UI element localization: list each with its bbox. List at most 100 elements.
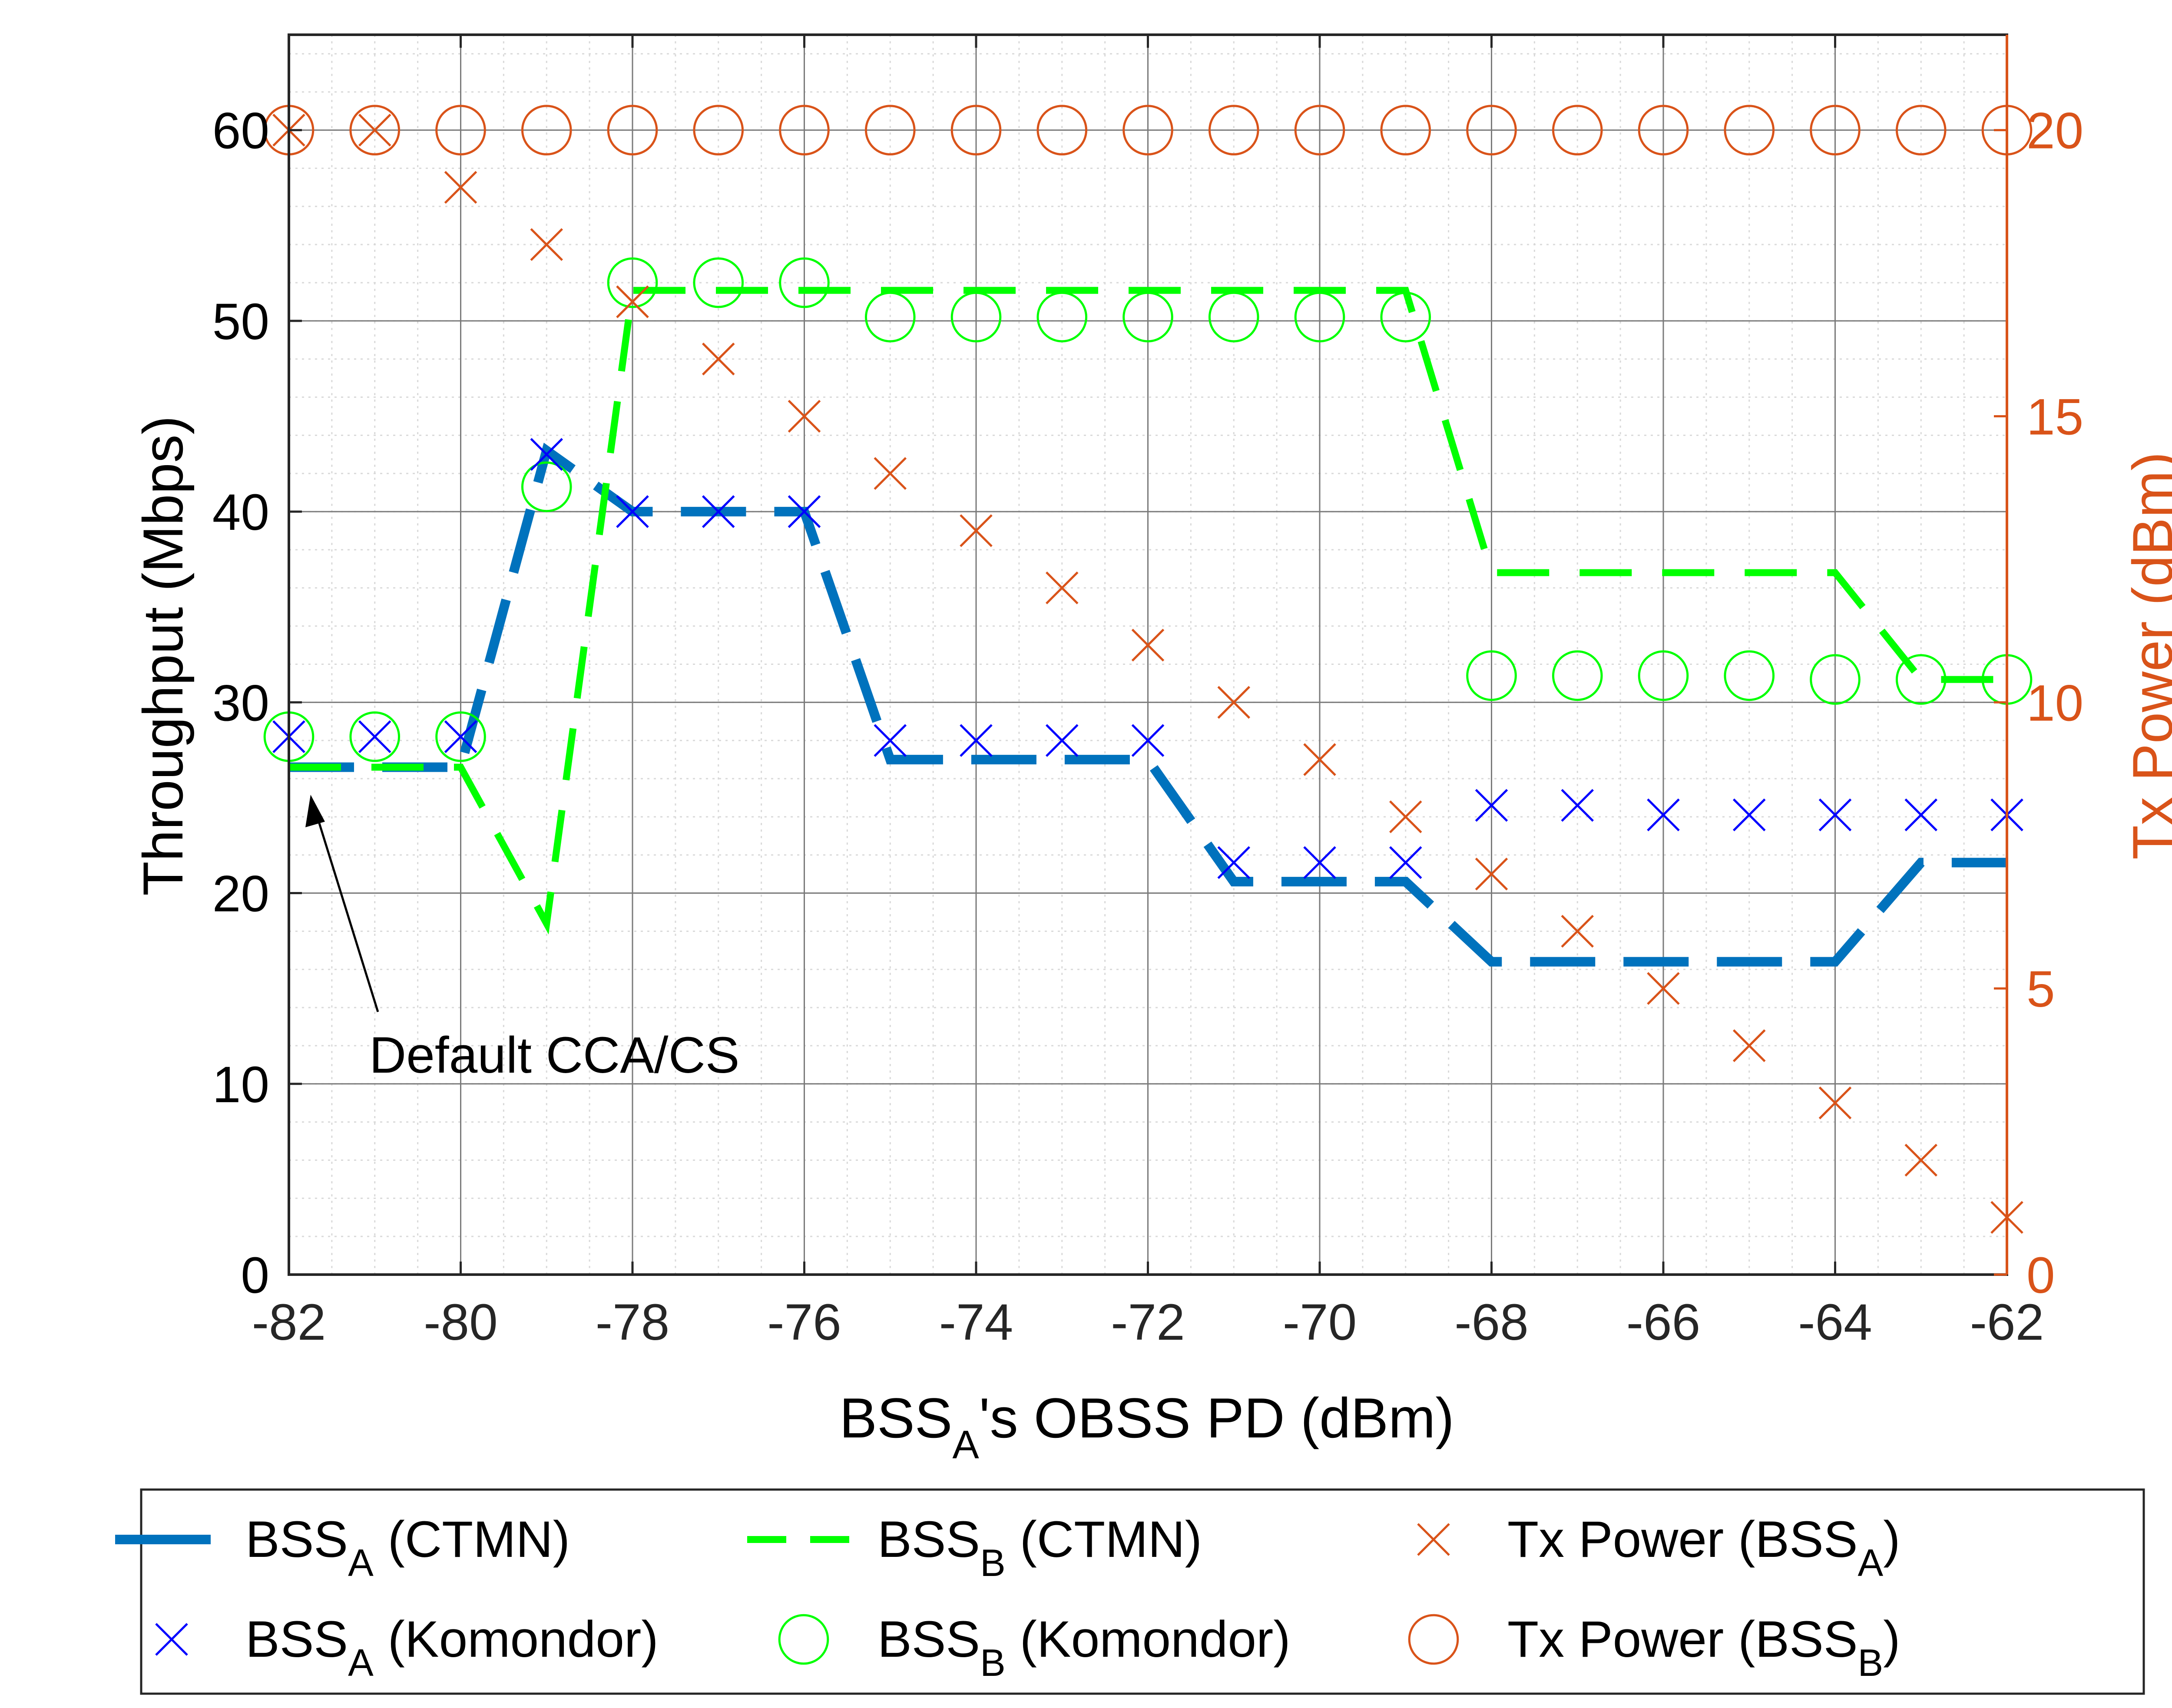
bss-b-komondor-point	[950, 291, 1002, 343]
x-tick-label: -74	[939, 1294, 1013, 1351]
bss-b-ctmn-line	[289, 287, 2007, 935]
tx-power-bss-b-point	[521, 105, 572, 155]
bss-b-komondor-point	[1208, 291, 1259, 343]
y-left-tick-label: 0	[241, 1247, 269, 1304]
tx-power-bss-b-point	[1294, 105, 1345, 155]
bss-a-komondor-point	[1389, 846, 1422, 879]
tx-power-bss-a-point-stroke	[1904, 1143, 1938, 1177]
x-tick-label: -76	[767, 1294, 841, 1351]
tx-power-bss-b-point	[1638, 105, 1689, 155]
bss-a-komondor-point-stroke	[1732, 798, 1766, 832]
tx-power-bss-a-point-stroke	[788, 400, 821, 433]
tx-power-bss-a-point-stroke	[1389, 800, 1422, 833]
tx-power-bss-a-point	[1303, 743, 1336, 776]
tx-power-bss-a-point	[1217, 686, 1251, 719]
tx-power-bss-a-point-stroke	[358, 113, 391, 147]
tx-power-bss-b-point	[950, 105, 1002, 155]
legend-label-rest: (CTMN)	[374, 1511, 570, 1568]
tx-power-bss-b-point	[693, 105, 744, 155]
bss-a-komondor-point-stroke	[1303, 846, 1336, 879]
legend-label-main: Tx Power (BSS	[1507, 1511, 1858, 1568]
bss-a-komondor-point	[1904, 798, 1938, 832]
bss-a-komondor-point	[788, 495, 821, 528]
legend-label-tx-power-bss-a: Tx Power (BSSA)	[1507, 1511, 1900, 1584]
x-axis-label: BSSA's OBSS PD (dBm)	[839, 1386, 1454, 1467]
bss-a-komondor-point-stroke	[1045, 724, 1079, 757]
tx-power-bss-a-point-stroke	[1818, 1086, 1852, 1120]
legend-label-rest: )	[1883, 1611, 1900, 1668]
bss-a-komondor-point-stroke	[1818, 798, 1852, 832]
bss-b-komondor-point	[1380, 291, 1431, 343]
bss-a-komondor-point-stroke	[1217, 846, 1251, 879]
bss-b-komondor-point	[1122, 291, 1173, 343]
legend-label-sub: A	[348, 1541, 374, 1584]
legend-label-bss-a-ctmn: BSSA (CTMN)	[245, 1511, 570, 1584]
bss-a-komondor-point-stroke	[702, 495, 735, 528]
bss-a-komondor-point-stroke	[1904, 798, 1938, 832]
legend-label-sub: A	[348, 1641, 374, 1684]
tx-power-bss-a-point-stroke	[1131, 628, 1165, 662]
bss-b-komondor-point	[1724, 650, 1775, 701]
bss-b-komondor-point	[1895, 654, 1947, 705]
tx-power-bss-a-point-stroke	[1303, 743, 1336, 776]
bss-a-ctmn-line	[289, 443, 2007, 967]
legend-swatch-bss-a-komondor-stroke	[155, 1623, 188, 1656]
bss-a-komondor-point	[358, 720, 391, 753]
annotation-arrowhead	[305, 795, 325, 827]
legend-label-main: BSS	[877, 1511, 980, 1568]
tx-power-bss-a-point-stroke	[960, 514, 993, 547]
x-tick-label: -80	[424, 1294, 498, 1351]
x-tick-label: -68	[1454, 1294, 1529, 1351]
bss-a-komondor-point	[1818, 798, 1852, 832]
annotation: Default CCA/CS	[305, 795, 740, 1084]
bss-a-komondor-point-stroke	[1475, 789, 1508, 822]
tx-power-bss-a-point-stroke	[1475, 857, 1508, 891]
y-left-tick-label: 40	[212, 484, 269, 541]
legend-items: BSSA (CTMN) BSSB (CTMN) Tx Power (BSSA)BSS…	[115, 1511, 1900, 1684]
legend-swatch-tx-power-bss-a	[1417, 1523, 1450, 1556]
legend-label-bss-b-komondor: BSSB (Komondor)	[877, 1611, 1291, 1684]
legend-label-main: BSS	[877, 1611, 980, 1668]
bss-a-komondor-point	[530, 438, 563, 471]
bss-b-komondor-point	[864, 291, 916, 343]
tx-power-bss-a-point	[444, 171, 477, 204]
bss-b-komondor-point	[1552, 650, 1603, 701]
legend-label-main: BSS	[245, 1511, 348, 1568]
y-right-axis-label: Tx Power (dBm)	[2121, 452, 2172, 859]
legend-label-sub: B	[1858, 1641, 1884, 1684]
legend-label-bss-b-ctmn: BSSB (CTMN)	[877, 1511, 1202, 1584]
bss-a-komondor-point	[702, 495, 735, 528]
annotation-arrow	[315, 812, 379, 1012]
bss-a-komondor-point-stroke	[960, 724, 993, 757]
bss-b-komondor-point	[1466, 650, 1517, 701]
bss-b-komondor-point	[1036, 291, 1088, 343]
tx-power-bss-a-point	[960, 514, 993, 547]
bss-a-komondor-point	[1045, 724, 1079, 757]
legend-label-rest: (Komondor)	[1006, 1611, 1291, 1668]
tx-power-bss-a-point-stroke	[530, 228, 563, 261]
x-axis-label-main: BSS	[839, 1386, 952, 1450]
x-tick-label: -66	[1626, 1294, 1701, 1351]
tx-power-bss-b-point	[1552, 105, 1603, 155]
y-left-tick-label: 30	[212, 674, 269, 732]
bss-a-komondor-point-stroke	[874, 724, 907, 757]
tx-power-bss-a-point	[616, 285, 649, 318]
x-tick-label: -64	[1798, 1294, 1872, 1351]
bss-a-komondor-point-stroke	[788, 495, 821, 528]
legend-label-tx-power-bss-b: Tx Power (BSSB)	[1507, 1611, 1900, 1684]
legend-label-sub: B	[980, 1641, 1006, 1684]
tx-power-bss-a-point	[1045, 572, 1079, 605]
bss-a-komondor-point-stroke	[1389, 846, 1422, 879]
tx-power-bss-a-point	[788, 400, 821, 433]
tx-power-bss-b-point	[349, 105, 401, 155]
tx-power-bss-a-point-stroke	[1045, 572, 1079, 605]
bss-a-komondor-point-stroke	[616, 495, 649, 528]
x-tick-label: -78	[596, 1294, 670, 1351]
tx-power-bss-a-point	[1732, 1029, 1766, 1062]
bss-b-komondor-point	[521, 461, 572, 512]
tx-power-bss-a-point-stroke	[874, 457, 907, 490]
tx-power-bss-a-point	[530, 228, 563, 261]
y-right-tick-label: 10	[2026, 674, 2083, 732]
bss-a-komondor-point-stroke	[530, 438, 563, 471]
y-left-tick-label: 10	[212, 1056, 269, 1113]
